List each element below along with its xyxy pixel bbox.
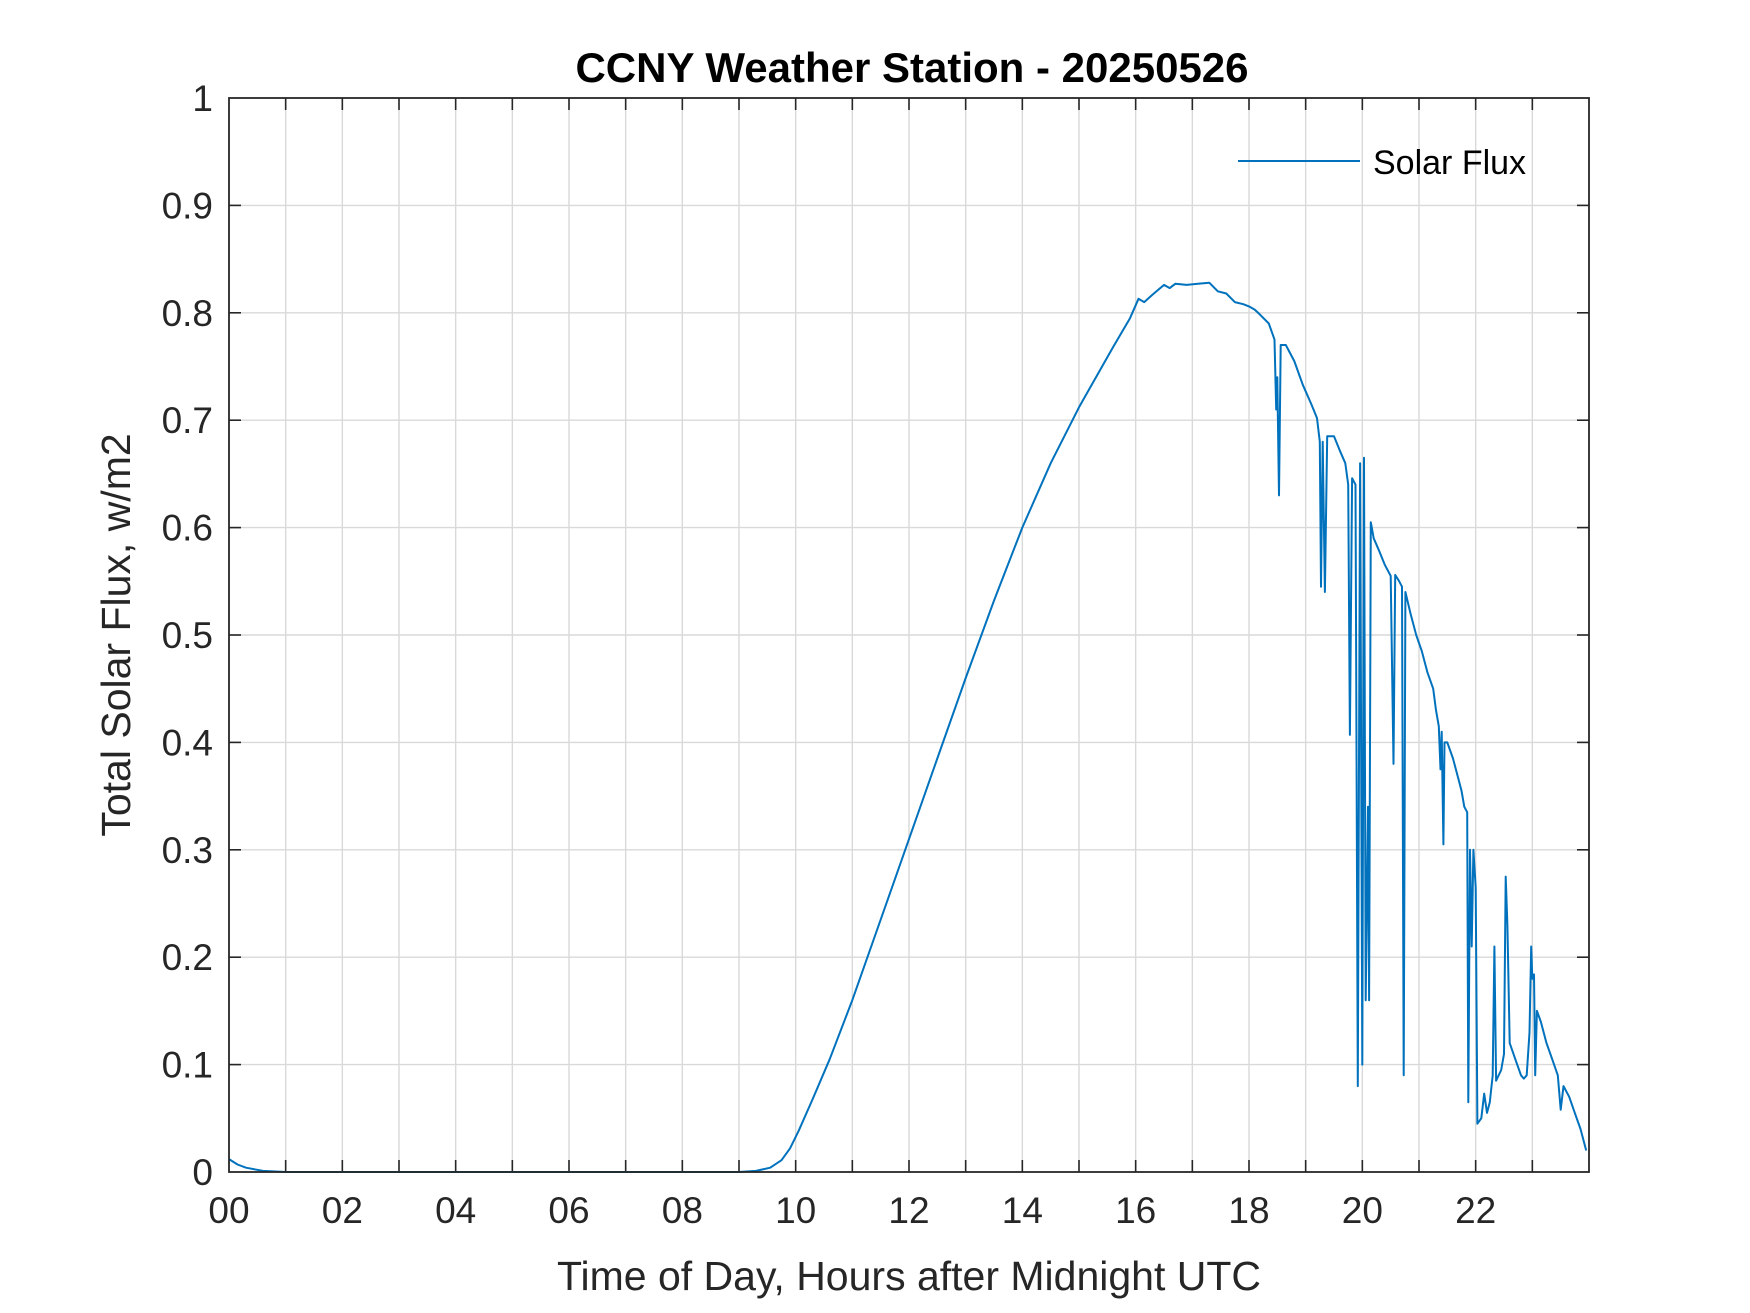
chart-title: CCNY Weather Station - 20250526 — [575, 44, 1248, 91]
x-tick-label: 18 — [1228, 1190, 1269, 1231]
series-line-solar-flux — [228, 281, 1588, 1173]
y-tick-label: 0.3 — [162, 830, 213, 871]
y-tick-label: 0.8 — [162, 293, 213, 334]
legend: Solar Flux — [1238, 144, 1526, 182]
x-tick-label: 12 — [888, 1190, 929, 1231]
x-tick-label: 02 — [322, 1190, 363, 1231]
x-tick-label: 00 — [208, 1190, 249, 1231]
x-tick-label: 06 — [548, 1190, 589, 1231]
y-tick-labels: 0 0.1 0.2 0.3 0.4 0.5 0.6 0.7 0.8 0.9 1 — [162, 78, 213, 1193]
grid-lines — [229, 98, 1589, 1172]
y-tick-label: 0.1 — [162, 1045, 213, 1086]
x-tick-label: 22 — [1455, 1190, 1496, 1231]
plot-frame — [228, 97, 1590, 1173]
x-tick-labels: 00 02 04 06 08 10 12 14 16 18 20 22 — [208, 1190, 1496, 1231]
x-tick-label: 20 — [1342, 1190, 1383, 1231]
x-tick-label: 14 — [1002, 1190, 1043, 1231]
legend-label-solar-flux: Solar Flux — [1373, 144, 1526, 182]
y-tick-label: 0 — [192, 1152, 213, 1193]
y-tick-label: 0.4 — [162, 722, 213, 763]
x-tick-label: 16 — [1115, 1190, 1156, 1231]
y-axis-label: Total Solar Flux, w/m2 — [93, 433, 139, 836]
y-tick-label: 0.9 — [162, 185, 213, 226]
y-tick-label: 0.7 — [162, 400, 213, 441]
y-tick-label: 1 — [192, 78, 213, 119]
x-tick-label: 08 — [662, 1190, 703, 1231]
x-tick-label: 10 — [775, 1190, 816, 1231]
y-tick-label: 0.2 — [162, 937, 213, 978]
y-tick-label: 0.5 — [162, 615, 213, 656]
y-tick-label: 0.6 — [162, 508, 213, 549]
series-layer — [228, 281, 1588, 1173]
x-tick-label: 04 — [435, 1190, 476, 1231]
tick-marks — [229, 98, 1589, 1172]
x-axis-label: Time of Day, Hours after Midnight UTC — [557, 1253, 1261, 1299]
